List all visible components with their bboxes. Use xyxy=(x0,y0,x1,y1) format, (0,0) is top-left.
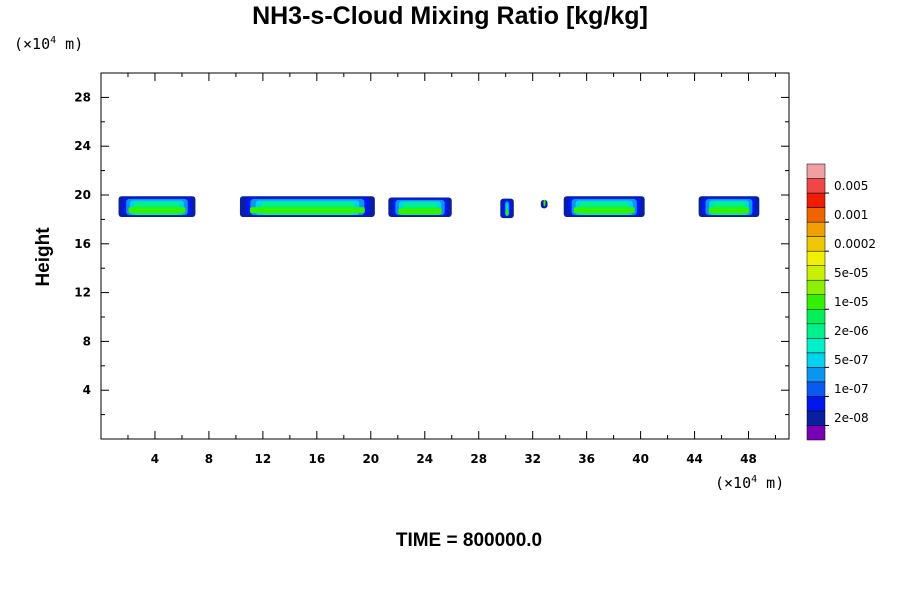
y-tick-label: 24 xyxy=(74,139,91,153)
x-tick-label: 28 xyxy=(470,452,487,466)
x-tick-label: 40 xyxy=(632,452,649,466)
colorbar-swatch xyxy=(806,352,826,368)
x-tick-label: 48 xyxy=(740,452,757,466)
colorbar-label: 5e-05 xyxy=(834,266,869,280)
colorbar-swatch xyxy=(806,425,826,441)
y-tick-label: 16 xyxy=(74,237,91,251)
cloud-cell xyxy=(118,196,196,217)
colorbar-label: 1e-07 xyxy=(834,382,869,396)
x-tick-label: 8 xyxy=(205,452,213,466)
colorbar-swatch xyxy=(806,410,826,426)
cloud-core xyxy=(249,207,365,214)
y-tick-label: 28 xyxy=(74,90,91,104)
colorbar-swatch xyxy=(806,265,826,281)
y-unit-label: (×104 m) xyxy=(14,35,83,53)
colorbar-swatch xyxy=(806,279,826,295)
colorbar-swatch xyxy=(806,163,826,179)
colorbar-swatch xyxy=(806,338,826,354)
cloud-cell xyxy=(540,199,548,209)
colorbar-swatch xyxy=(806,367,826,383)
x-tick-label: 16 xyxy=(308,452,325,466)
time-label: TIME = 800000.0 xyxy=(395,530,543,551)
cloud-cell xyxy=(500,198,514,219)
colorbar-swatch xyxy=(806,323,826,339)
y-tick-label: 20 xyxy=(74,188,91,202)
colorbar-swatch xyxy=(806,396,826,412)
colorbar-label: 0.001 xyxy=(834,208,868,222)
colorbar-label: 1e-05 xyxy=(834,295,869,309)
colorbar-swatch xyxy=(806,178,826,194)
cloud-core xyxy=(543,199,546,206)
x-tick-label: 24 xyxy=(416,452,433,466)
cloud-core xyxy=(398,208,442,215)
x-unit-label: (×104 m) xyxy=(715,474,784,492)
x-tick-label: 32 xyxy=(524,452,541,466)
x-tick-label: 4 xyxy=(151,452,159,466)
colorbar-swatch xyxy=(806,309,826,325)
y-axis: 4 8 12 16 20 24 28 xyxy=(74,72,789,416)
cloud-layer xyxy=(118,196,760,219)
colorbar-label: 0.005 xyxy=(834,179,868,193)
colorbar-swatch xyxy=(806,236,826,252)
y-tick-label: 4 xyxy=(83,383,91,397)
cloud-cell xyxy=(563,196,645,217)
colorbar-label: 0.0002 xyxy=(834,237,876,251)
x-tick-label: 12 xyxy=(255,452,272,466)
colorbar-swatch xyxy=(806,250,826,266)
colorbar: 2e-08 1e-07 5e-07 2e-06 1e-05 5e-05 0.0002 0.00… xyxy=(806,163,876,441)
y-axis-label: Height xyxy=(33,227,54,287)
cloud-core xyxy=(708,207,750,214)
cloud-cell xyxy=(239,196,375,217)
colorbar-swatch xyxy=(806,192,826,208)
cloud-cell xyxy=(698,196,760,217)
x-tick-label: 44 xyxy=(686,452,703,466)
cloud-cell xyxy=(388,197,452,217)
y-tick-label: 12 xyxy=(74,286,91,300)
colorbar-label: 2e-06 xyxy=(834,324,869,338)
colorbar-swatch xyxy=(806,221,826,237)
colorbar-label: 2e-08 xyxy=(834,411,869,425)
cloud-core xyxy=(128,207,186,214)
colorbar-swatch xyxy=(806,207,826,223)
x-tick-label: 20 xyxy=(362,452,379,466)
colorbar-swatch xyxy=(806,294,826,310)
chart-title: NH3-s-Cloud Mixing Ratio [kg/kg] xyxy=(252,2,648,30)
colorbar-swatch xyxy=(806,381,826,397)
y-tick-label: 8 xyxy=(83,334,91,348)
colorbar-label: 5e-07 xyxy=(834,353,869,367)
plot-frame xyxy=(100,72,790,440)
cloud-core xyxy=(573,207,635,214)
x-axis: 4 8 12 16 20 24 28 32 36 40 44 48 xyxy=(127,73,777,466)
cloud-core xyxy=(505,209,509,216)
x-tick-label: 36 xyxy=(578,452,595,466)
